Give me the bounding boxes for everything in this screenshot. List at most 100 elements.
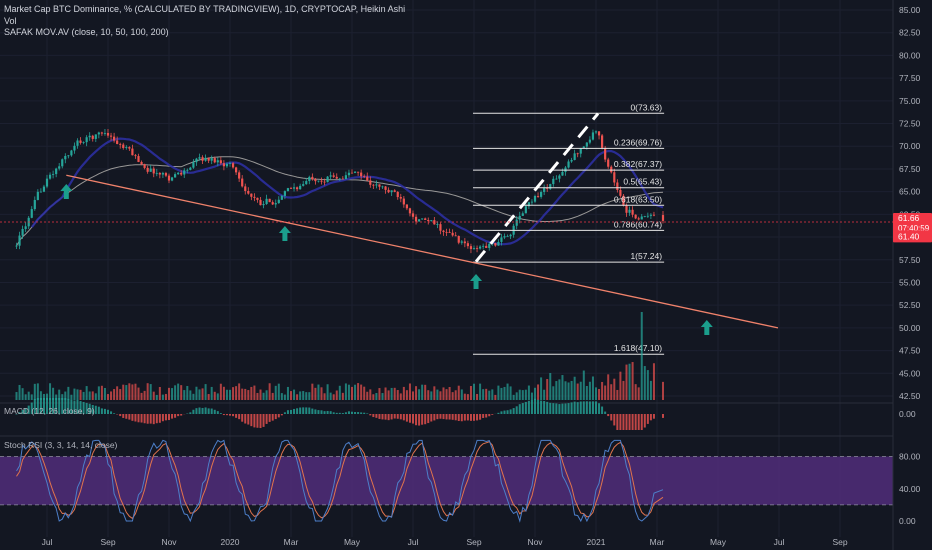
macd-bar	[421, 414, 424, 425]
candle	[42, 186, 46, 192]
volume-bar	[649, 380, 652, 400]
volume-bar	[204, 384, 207, 400]
candle	[350, 172, 354, 174]
macd-bar	[351, 411, 353, 414]
volume-bar	[82, 391, 85, 400]
volume-bar	[503, 386, 506, 400]
volume-bar	[378, 388, 381, 400]
macd-bar	[363, 412, 366, 414]
candle	[338, 178, 341, 180]
y-tick-label: 77.50	[899, 73, 921, 83]
candle	[210, 158, 213, 161]
candle	[579, 147, 582, 154]
macd-bar	[204, 407, 207, 414]
macd-bar	[168, 414, 170, 421]
volume-bar	[387, 390, 390, 400]
candle	[439, 224, 442, 231]
volume-bar	[250, 386, 253, 400]
candle	[183, 170, 186, 175]
macd-bar	[534, 398, 536, 414]
macd-bar	[308, 407, 311, 414]
macd-bar	[286, 410, 289, 414]
candle	[116, 140, 119, 144]
volume-bar	[213, 391, 216, 400]
candle	[125, 147, 128, 148]
macd-bar	[61, 398, 64, 414]
macd-bar	[15, 414, 18, 415]
macd-bar	[283, 412, 286, 414]
volume-bar	[24, 394, 27, 400]
volume-bar	[427, 390, 430, 400]
macd-pane-label[interactable]: MACD (12, 26, close, 9)	[4, 406, 95, 416]
macd-bar	[476, 414, 479, 421]
volume-bar	[286, 386, 289, 400]
volume-bar	[256, 392, 259, 400]
candle	[536, 195, 540, 197]
macd-bar	[591, 401, 594, 414]
volume-bar	[360, 384, 363, 400]
candle	[393, 190, 396, 192]
volume-legend[interactable]: Vol	[4, 15, 17, 26]
macd-bar	[82, 401, 85, 414]
volume-bar	[384, 387, 387, 400]
candle	[106, 132, 110, 136]
macd-bar	[219, 413, 222, 414]
macd-bar	[466, 414, 469, 421]
candle	[530, 201, 534, 203]
macd-bar	[128, 414, 131, 420]
time-axis: Jul Sep Nov 2020 Mar May Jul Sep Nov 2021 Mar May Ju…	[42, 537, 848, 547]
volume-bar	[381, 393, 384, 400]
volume-bar	[33, 383, 36, 400]
macd-bar	[558, 404, 561, 414]
macd-bar	[390, 414, 393, 420]
volume-bar	[527, 385, 530, 400]
candle	[100, 132, 103, 134]
volume-bar	[39, 391, 42, 400]
volume-bar	[299, 391, 302, 400]
candle	[299, 185, 302, 190]
volume-bar	[210, 386, 213, 400]
candle	[463, 241, 466, 244]
volume-bar	[619, 371, 622, 400]
macd-bar	[76, 399, 79, 414]
volume-bar	[357, 383, 360, 400]
volume-bar	[52, 387, 55, 400]
candle	[247, 190, 250, 194]
volume-bar	[79, 389, 82, 400]
candle	[256, 197, 259, 200]
candle	[344, 175, 347, 180]
moving-average-legend[interactable]: SAFAK MOV.AV (close, 10, 50, 100, 200)	[4, 27, 169, 37]
candle	[570, 159, 573, 162]
volume-bar	[280, 393, 283, 400]
macd-bar	[360, 412, 363, 414]
candle	[585, 142, 588, 147]
candle	[24, 226, 27, 229]
candle	[207, 157, 210, 161]
stoch-rsi-pane-label[interactable]: Stoch RSI (3, 3, 14, 14, close)	[4, 440, 118, 450]
macd-bar	[326, 410, 329, 414]
volume-bar	[21, 388, 24, 400]
volume-bar	[241, 388, 244, 400]
candle	[48, 174, 52, 179]
macd-bar	[195, 408, 198, 414]
candle	[500, 237, 503, 242]
macd-bar	[317, 410, 320, 414]
symbol-title[interactable]: Market Cap BTC Dominance, % (CALCULATED …	[4, 4, 406, 14]
fib-retracement: 0(73.63) 0.236(69.76) 0.382(67.37) 0.5(65.4…	[472, 102, 665, 355]
volume-bar	[454, 390, 457, 400]
macd-bar	[158, 414, 161, 423]
volume-bar	[582, 370, 585, 400]
macd-bar	[424, 414, 427, 425]
candle	[161, 173, 164, 175]
y-tick-label: 85.00	[899, 5, 921, 15]
volume-bar	[473, 383, 475, 400]
macd-bar	[305, 407, 308, 414]
macd-bar	[207, 408, 210, 414]
volume-bar	[15, 392, 18, 400]
macd-bar	[274, 414, 277, 420]
volume-bar	[601, 381, 604, 400]
volume-bar	[189, 390, 192, 400]
candle	[134, 155, 137, 157]
volume-bar	[85, 386, 88, 400]
